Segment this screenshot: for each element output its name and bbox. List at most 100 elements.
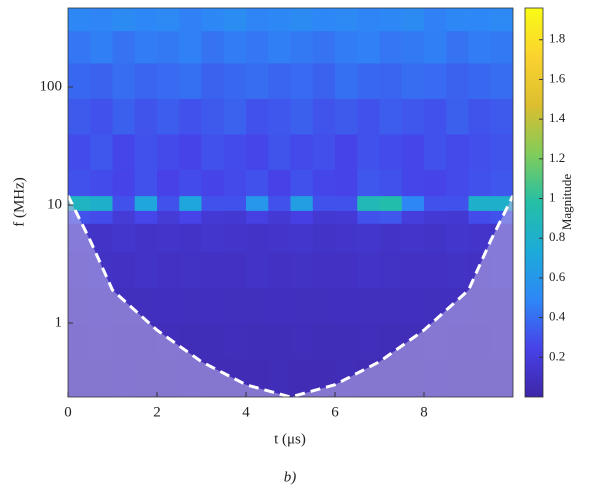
coi-line xyxy=(68,194,513,397)
heatmap-cell xyxy=(401,62,425,99)
heatmap-cell xyxy=(134,287,158,324)
y-axis-label: f (MHz) xyxy=(11,177,27,227)
heatmap-cell xyxy=(201,30,225,64)
heatmap-cell xyxy=(112,30,136,64)
heatmap-cell xyxy=(401,98,425,135)
heatmap-cell xyxy=(379,30,403,64)
heatmap-cell xyxy=(246,195,269,211)
heatmap-cell xyxy=(223,223,247,253)
heatmap-cell xyxy=(201,98,225,135)
heatmap-cell xyxy=(268,251,291,288)
colorbar-tick-label: 1.4 xyxy=(549,110,566,125)
heatmap-cell xyxy=(268,223,291,253)
heatmap-cell xyxy=(179,169,202,197)
heatmap-cell xyxy=(312,287,336,324)
heatmap-cell xyxy=(201,287,225,324)
heatmap-cell xyxy=(68,133,91,170)
heatmap-cell xyxy=(246,223,269,253)
heatmap-cell xyxy=(468,62,492,99)
heatmap-cell xyxy=(379,223,403,253)
heatmap-cell xyxy=(468,98,492,135)
heatmap-cell xyxy=(201,8,225,32)
heatmap-cell xyxy=(268,133,291,170)
plot-frame xyxy=(67,7,514,398)
heatmap-cell xyxy=(424,8,447,32)
heatmap-cell xyxy=(424,169,447,197)
heatmap-cell xyxy=(157,62,180,99)
heatmap-cell xyxy=(179,62,202,99)
colorbar-tick-label: 1.8 xyxy=(549,31,565,46)
colorbar-tick-label: 0.8 xyxy=(549,229,565,244)
heatmap-cell xyxy=(134,133,158,170)
colorbar-label: Magnitude xyxy=(559,174,574,231)
heatmap-cell xyxy=(134,8,158,32)
heatmap-cell xyxy=(268,195,291,211)
heatmap-cell xyxy=(446,210,469,224)
heatmap-cell xyxy=(246,251,269,288)
heatmap-cell xyxy=(268,322,291,360)
heatmap-cell xyxy=(312,210,336,224)
heatmap-cell xyxy=(490,133,513,170)
x-axis-label: t (μs) xyxy=(274,431,306,447)
heatmap-cell xyxy=(446,98,469,135)
heatmap-cell xyxy=(223,210,247,224)
heatmap-cell xyxy=(401,223,425,253)
heatmap-cell xyxy=(90,62,113,99)
heatmap-cell xyxy=(335,287,358,324)
heatmap-cell xyxy=(246,98,269,135)
heatmap-cell xyxy=(424,223,447,253)
heatmap-cell xyxy=(179,210,202,224)
heatmap-cell xyxy=(223,287,247,324)
heatmap-cell xyxy=(134,195,158,211)
heatmap-cell xyxy=(68,30,91,64)
heatmap-cell xyxy=(223,8,247,32)
heatmap-cell xyxy=(357,322,380,360)
heatmap-cell xyxy=(379,98,403,135)
heatmap-cell xyxy=(223,251,247,288)
heatmap-cell xyxy=(290,195,314,211)
heatmap-cell xyxy=(468,8,492,32)
heatmap-cell xyxy=(112,210,136,224)
heatmap-cell xyxy=(112,195,136,211)
heatmap-cell xyxy=(157,195,180,211)
heatmap-cell xyxy=(179,133,202,170)
heatmap-cell xyxy=(357,98,380,135)
heatmap-cell xyxy=(90,223,113,253)
heatmap-cell xyxy=(312,8,336,32)
heatmap xyxy=(68,8,513,397)
x-tick-label: 6 xyxy=(331,404,339,420)
heatmap-cell xyxy=(268,30,291,64)
heatmap-cell xyxy=(68,169,91,197)
heatmap-cell xyxy=(290,98,314,135)
heatmap-cell xyxy=(68,98,91,135)
heatmap-cell xyxy=(290,133,314,170)
heatmap-cell xyxy=(401,169,425,197)
heatmap-cell xyxy=(90,98,113,135)
heatmap-cell xyxy=(379,195,403,211)
heatmap-cell xyxy=(312,98,336,135)
heatmap-cell xyxy=(179,251,202,288)
colorbar-tick-label: 1 xyxy=(549,190,556,205)
heatmap-cell xyxy=(446,223,469,253)
heatmap-cell xyxy=(335,210,358,224)
heatmap-cell xyxy=(134,30,158,64)
heatmap-cell xyxy=(335,8,358,32)
heatmap-cell xyxy=(446,8,469,32)
heatmap-cell xyxy=(157,287,180,324)
heatmap-cell xyxy=(201,62,225,99)
heatmap-cell xyxy=(246,169,269,197)
heatmap-cell xyxy=(446,30,469,64)
heatmap-cell xyxy=(223,169,247,197)
heatmap-cell xyxy=(357,30,380,64)
heatmap-cell xyxy=(335,195,358,211)
heatmap-cell xyxy=(246,322,269,360)
heatmap-cell xyxy=(290,223,314,253)
heatmap-cell xyxy=(90,8,113,32)
heatmap-cell xyxy=(68,195,91,211)
heatmap-cell xyxy=(246,30,269,64)
heatmap-cell xyxy=(490,62,513,99)
heatmap-cell xyxy=(68,8,91,32)
heatmap-cell xyxy=(379,169,403,197)
heatmap-cell xyxy=(134,223,158,253)
heatmap-cell xyxy=(201,322,225,360)
